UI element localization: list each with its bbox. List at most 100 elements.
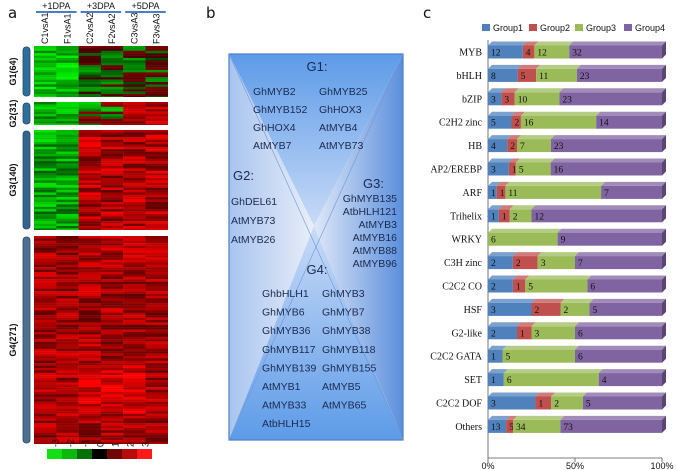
heatmap-cell	[100, 423, 124, 426]
heatmap-cell	[34, 392, 57, 395]
heatmap-cell	[56, 324, 79, 328]
bar-segment-top	[512, 252, 542, 257]
heatmap-cell	[34, 389, 57, 393]
heatmap-cell	[123, 211, 146, 215]
heatmap-cell	[100, 401, 124, 405]
heatmap-cell	[145, 406, 168, 409]
bar-value-label: 14	[599, 119, 609, 129]
heatmap-cell	[100, 420, 124, 424]
heatmap-cell	[123, 245, 146, 249]
heatmap-cell	[100, 435, 124, 438]
heatmap-cell	[78, 79, 102, 83]
heatmap-cell	[123, 173, 146, 176]
heatmap-cell	[145, 139, 168, 143]
heatmap-cell	[78, 163, 102, 167]
heatmap-cell	[56, 187, 79, 191]
heatmap-cell	[123, 288, 146, 292]
heatmap-cell	[78, 303, 102, 306]
heatmap-cell	[100, 329, 124, 333]
x-tick-label: 100%	[650, 461, 673, 470]
heatmap-cell	[145, 375, 168, 378]
heatmap-cell	[56, 269, 79, 273]
heatmap-cell	[34, 348, 57, 352]
heatmap-cell	[34, 279, 57, 282]
heatmap-cell	[78, 104, 102, 107]
legend-label: Group4	[635, 23, 665, 33]
heatmap-cell	[145, 104, 168, 107]
heatmap-cell	[100, 130, 124, 133]
heatmap-cell	[56, 53, 79, 56]
heatmap-cell	[100, 315, 124, 318]
heatmap-cell	[100, 132, 124, 135]
heatmap-cell	[100, 163, 124, 167]
heatmap-cell	[34, 416, 57, 419]
heatmap-cell	[145, 211, 168, 215]
heatmap-cell	[34, 380, 57, 383]
heatmap-cell	[100, 190, 124, 193]
bar-segment	[559, 92, 662, 106]
heatmap-cell	[100, 223, 124, 227]
heatmap-cell	[123, 72, 146, 75]
heatmap-cell	[78, 238, 102, 241]
bar-segment-top	[551, 392, 587, 397]
heatmap-cell	[145, 296, 168, 299]
heatmap-cell	[145, 134, 168, 138]
category-label: C3H zinc	[444, 258, 483, 269]
heatmap-cell	[123, 70, 146, 73]
heatmap-cell	[145, 360, 168, 364]
bar-side-face	[662, 88, 666, 106]
heatmap-cell	[145, 344, 168, 347]
heatmap-cell	[145, 197, 168, 200]
bar-segment-top	[575, 252, 666, 257]
heatmap-cluster-bar	[22, 130, 31, 230]
legend-swatch	[575, 24, 583, 31]
heatmap-cell	[56, 114, 79, 117]
heatmap-cell	[56, 276, 79, 280]
g4-gene: GhMYB6	[262, 307, 305, 319]
heatmap-cluster-bar	[22, 46, 31, 97]
heatmap-cell	[123, 149, 146, 152]
g1-gene: GhHOX4	[253, 122, 296, 134]
heatmap-cell	[100, 322, 124, 325]
heatmap-cell	[78, 146, 102, 150]
heatmap-cell	[78, 223, 102, 227]
bar-segment-top	[598, 369, 666, 374]
bar-segment	[488, 115, 512, 129]
heatmap-cell	[145, 286, 168, 289]
heatmap-cell	[123, 360, 146, 364]
legend-swatch	[529, 24, 537, 31]
heatmap-cell	[145, 154, 168, 157]
bar-segment-top	[488, 88, 506, 93]
heatmap-cell	[123, 411, 146, 414]
bar-segment	[569, 45, 662, 59]
heatmap-cell	[100, 94, 124, 97]
heatmap-cell	[145, 50, 168, 54]
heatmap-cell	[100, 151, 124, 155]
heatmap-cell	[145, 166, 168, 169]
bar-segment-top	[488, 228, 562, 233]
heatmap-column-label: F2vsA2	[107, 13, 117, 44]
heatmap-cell	[100, 226, 124, 229]
heatmap-cell	[34, 121, 57, 124]
bar-side-face	[662, 41, 666, 59]
heatmap-cell	[34, 134, 57, 138]
heatmap-cell	[34, 363, 57, 366]
heatmap-cell	[123, 440, 146, 443]
heatmap-panel: C1vsA1 F1vsA1 C2vsA2 F2vsA2 C3vsA3 F3vsA3 +1DP…	[8, 1, 168, 459]
heatmap-cell	[123, 67, 146, 71]
heatmap-cell	[34, 137, 57, 140]
heatmap-cell	[100, 305, 124, 309]
heatmap-cell	[123, 336, 146, 340]
heatmap-cell	[78, 94, 102, 97]
heatmap-cell	[56, 262, 79, 265]
heatmap-cell	[145, 84, 168, 87]
bar-value-label: 1	[491, 376, 496, 386]
bar-segment	[575, 256, 662, 270]
g1-gene: GhMYB25	[319, 86, 368, 98]
heatmap-cell	[78, 55, 102, 59]
heatmap-cell	[34, 332, 57, 335]
heatmap-cell	[34, 130, 57, 133]
heatmap-cell	[56, 353, 79, 357]
bar-value-label: 34	[516, 423, 526, 433]
heatmap-cell	[100, 286, 124, 289]
